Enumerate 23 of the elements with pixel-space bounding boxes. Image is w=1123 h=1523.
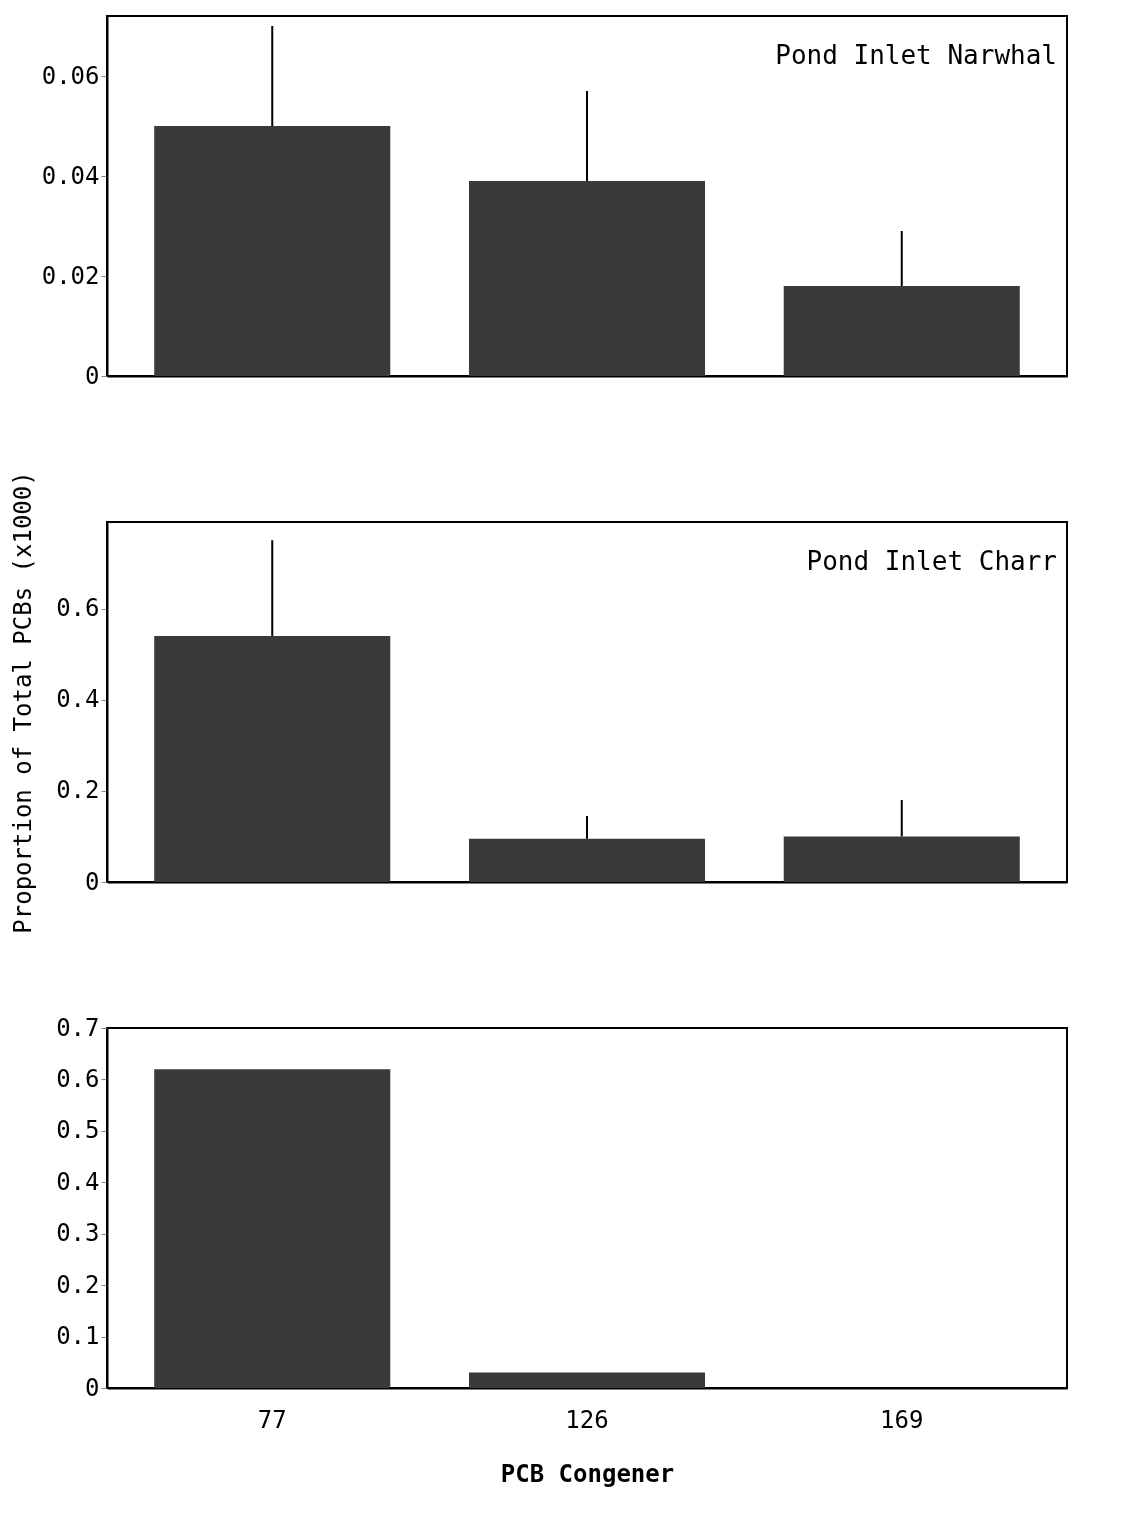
x-axis-title: PCB Congener — [500, 1459, 675, 1488]
y-tick-label: 0.06 — [41, 61, 100, 90]
y-tick-label: 0.5 — [56, 1116, 100, 1145]
y-axis-title: Proportion of Total PCBs (x1000) — [9, 471, 38, 934]
y-tick-label: 0.04 — [41, 161, 100, 190]
y-tick-label: 0.6 — [56, 1064, 100, 1093]
y-tick-label: 0.4 — [56, 685, 100, 714]
annotation: Pond Inlet Narwhal — [775, 40, 1057, 70]
y-tick-label: 0 — [85, 1373, 100, 1402]
y-tick-label: 0.1 — [56, 1322, 100, 1351]
y-tick-label: 0.2 — [56, 776, 100, 805]
y-tick-label: 0.6 — [56, 594, 100, 623]
x-tick-label: 126 — [565, 1405, 609, 1434]
y-tick-label: 0.02 — [41, 261, 100, 290]
annotation: Pond Inlet Charr — [806, 546, 1057, 576]
x-tick-label: 169 — [880, 1405, 924, 1434]
y-tick-label: 0 — [85, 867, 100, 896]
x-tick-label: 77 — [257, 1405, 287, 1434]
y-tick-label: 0.2 — [56, 1270, 100, 1299]
y-tick-label: 0.4 — [56, 1167, 100, 1196]
y-tick-label: 0.3 — [56, 1219, 100, 1248]
y-tick-label: 0.7 — [56, 1013, 100, 1042]
y-tick-label: 0 — [85, 361, 100, 390]
